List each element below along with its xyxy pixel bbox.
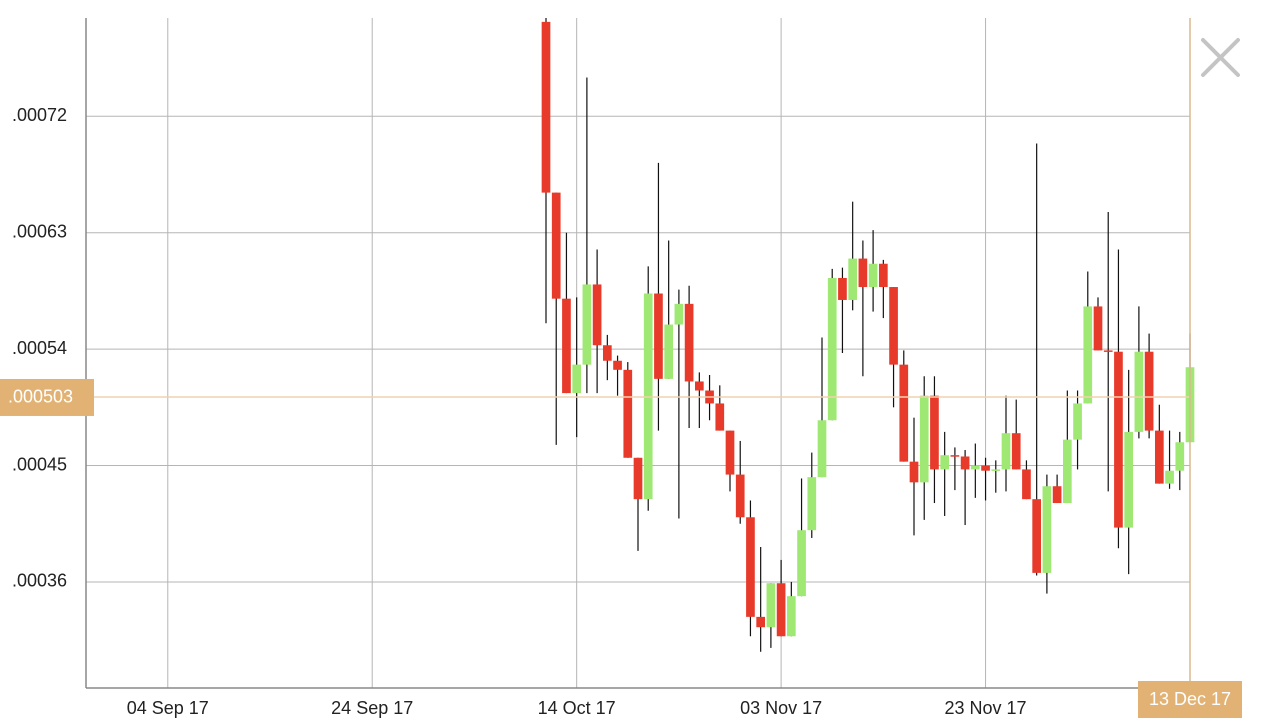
y-tick-label: .00072 xyxy=(12,105,67,125)
candle-body xyxy=(1073,403,1082,440)
candle-body xyxy=(981,465,990,471)
grid: .00036 .00045 .00054 .00063 .00072 04 Sep 17 2… xyxy=(12,18,1190,718)
candle-body xyxy=(715,403,725,431)
candle-body xyxy=(786,596,796,637)
candle-body xyxy=(909,461,919,483)
cursor-date-label: 13 Dec 17 xyxy=(1149,689,1231,709)
candle-body xyxy=(562,298,571,394)
candle-body xyxy=(930,395,939,470)
candle-body xyxy=(602,345,612,361)
candle-body xyxy=(807,477,817,531)
candle-body xyxy=(1165,470,1174,484)
y-tick-label: .00045 xyxy=(12,454,67,474)
candle-body xyxy=(541,21,551,193)
candles xyxy=(541,18,1195,652)
x-tick-label: 23 Nov 17 xyxy=(945,698,1027,718)
candle-body xyxy=(960,456,970,470)
candle-body xyxy=(551,192,561,299)
candle-body xyxy=(1052,486,1062,504)
candle-body xyxy=(950,455,960,457)
y-tick-label: .00036 xyxy=(12,571,67,591)
candle-body xyxy=(1154,430,1164,484)
candle-body xyxy=(592,284,602,346)
candle-body xyxy=(674,303,684,325)
candle-body xyxy=(725,430,735,475)
candle-body xyxy=(827,277,837,421)
candle-body xyxy=(1093,306,1103,351)
candle-body xyxy=(919,395,929,483)
close-button[interactable] xyxy=(1196,34,1244,80)
candle-body xyxy=(776,583,786,637)
y-tick-label: .00054 xyxy=(12,338,67,358)
close-icon[interactable] xyxy=(1201,38,1240,77)
candle-body xyxy=(756,616,766,628)
candle-body xyxy=(694,381,704,391)
candle-body xyxy=(940,455,950,470)
candle-body xyxy=(991,469,1001,471)
x-tick-label: 04 Sep 17 xyxy=(127,698,209,718)
candle-body xyxy=(1124,431,1134,528)
candle-body xyxy=(1134,351,1144,432)
candle-body xyxy=(582,284,592,365)
candle-body xyxy=(1062,439,1072,504)
x-tick-label: 03 Nov 17 xyxy=(740,698,822,718)
candle-body xyxy=(817,420,827,478)
candle-body xyxy=(848,258,858,300)
candle-body xyxy=(766,583,776,628)
candle-body xyxy=(572,364,582,394)
candle-body xyxy=(838,277,847,300)
current-price-badge xyxy=(0,378,94,416)
candle-body xyxy=(858,258,868,288)
candle-body xyxy=(1011,433,1021,470)
candle-body xyxy=(970,465,980,470)
candle-body xyxy=(797,530,806,597)
x-tick-label: 24 Sep 17 xyxy=(331,698,413,718)
candle-body xyxy=(1032,499,1042,573)
candle-body xyxy=(868,263,878,288)
x-tick-label: 14 Oct 17 xyxy=(538,698,616,718)
candle-body xyxy=(735,474,745,518)
candle-body xyxy=(878,263,888,288)
candle-body xyxy=(1144,351,1154,431)
candle-body xyxy=(746,517,755,617)
candle-body xyxy=(889,287,898,365)
candle-body xyxy=(633,457,643,500)
candle-body xyxy=(1114,351,1123,528)
cursor-date-badge xyxy=(1138,681,1242,718)
candle-body xyxy=(1001,433,1011,470)
overlay: .000503 13 Dec 17 xyxy=(0,18,1242,718)
candle-body xyxy=(1103,350,1113,352)
candle-body xyxy=(1083,306,1093,404)
candle-body xyxy=(899,364,909,462)
y-tick-label: .00063 xyxy=(12,221,67,241)
candle-body xyxy=(1042,486,1052,573)
candle-body xyxy=(1022,469,1031,500)
candle-body xyxy=(684,303,694,382)
candle-body xyxy=(1175,442,1185,471)
candle-body xyxy=(613,360,622,370)
candle-body xyxy=(623,369,633,458)
current-price-label: .000503 xyxy=(8,387,73,407)
candle-body xyxy=(654,293,663,379)
candle-body xyxy=(664,324,674,379)
